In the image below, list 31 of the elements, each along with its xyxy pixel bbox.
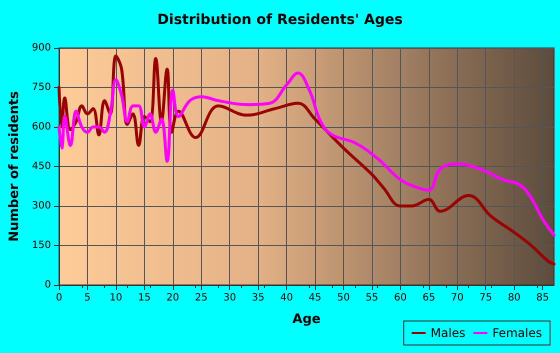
x-tick-label: 85 (536, 292, 549, 304)
legend-label: Females (492, 326, 542, 340)
x-tick-label: 40 (280, 292, 293, 304)
y-tick-label: 450 (32, 161, 51, 172)
x-tick-label: 65 (422, 292, 436, 304)
x-tick-label: 20 (166, 292, 180, 304)
x-tick-label: 60 (394, 292, 407, 304)
legend-label: Males (430, 326, 466, 340)
x-tick-label: 75 (479, 292, 492, 304)
x-tick-label: 45 (308, 292, 322, 304)
y-tick-label: 750 (32, 82, 51, 93)
line-series (58, 72, 556, 236)
y-tick-label: 150 (32, 240, 51, 251)
x-tick-label: 10 (110, 292, 122, 304)
x-tick-label: 15 (138, 292, 151, 304)
y-axis-title: Number of residents (7, 90, 22, 242)
x-tick-label: 5 (84, 292, 91, 304)
x-tick-label: 0 (56, 292, 62, 304)
x-tick-label: 30 (223, 292, 236, 304)
x-tick-label: 50 (337, 292, 350, 304)
chart-title: Distribution of Residents' Ages (157, 12, 403, 28)
x-tick-label: 55 (366, 292, 378, 304)
x-axis-title: Age (292, 312, 321, 327)
x-tick-label: 70 (450, 292, 464, 304)
x-tick-label: 25 (194, 292, 208, 304)
y-tick-label: 0 (44, 280, 51, 290)
y-tick-label: 600 (32, 122, 51, 132)
y-tick-label: 300 (32, 200, 51, 212)
x-tick-label: 35 (252, 292, 265, 304)
y-tick-label: 900 (32, 42, 51, 54)
x-tick-label: 80 (508, 292, 521, 304)
